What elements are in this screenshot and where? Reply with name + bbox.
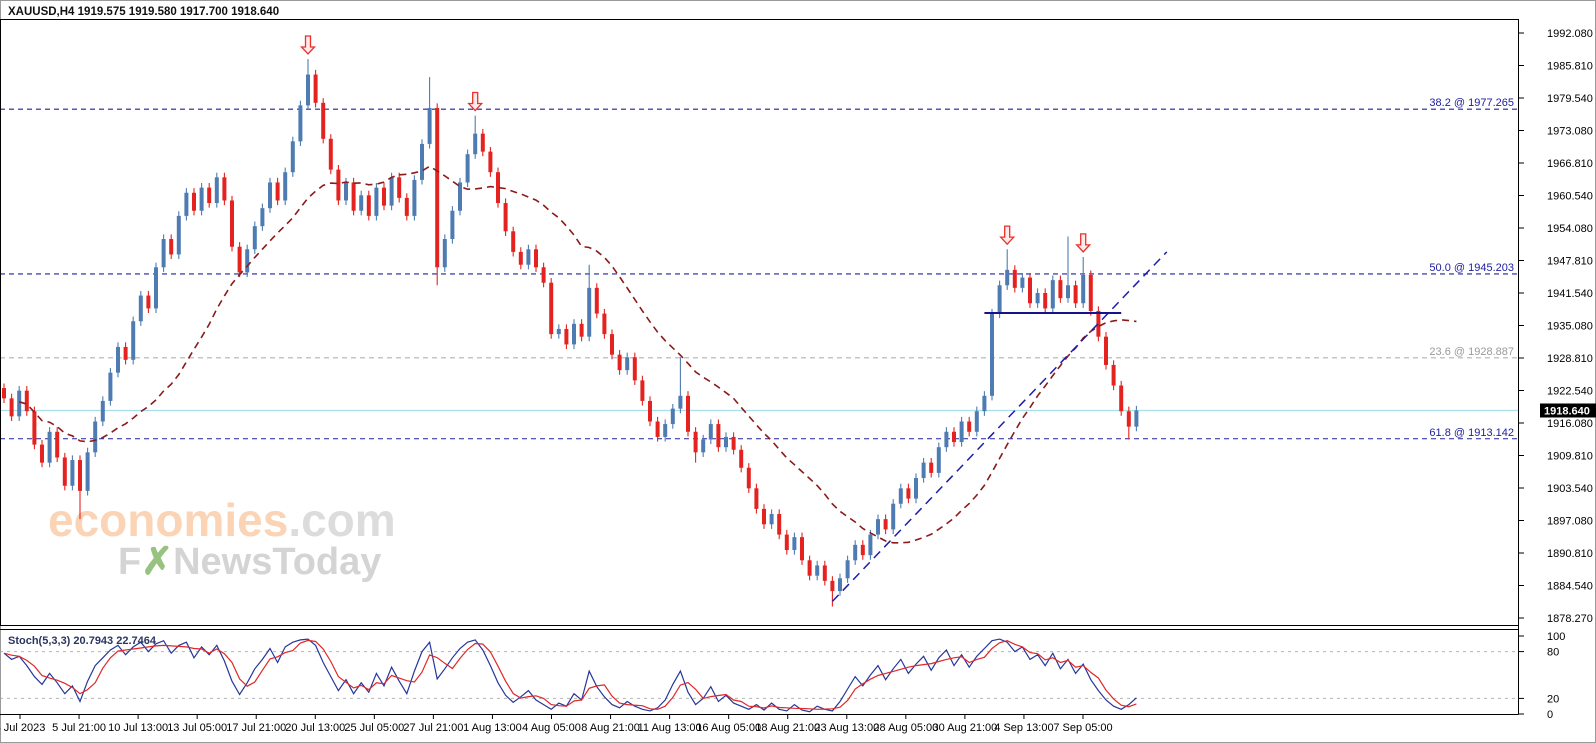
- price-axis-label: 1890.810: [1547, 548, 1593, 560]
- time-axis-label: 1 Aug 13:00: [463, 722, 522, 734]
- time-axis-label: 16 Aug 05:00: [696, 722, 761, 734]
- price-axis-label: 1966.810: [1547, 158, 1593, 170]
- time-axis-label: 4 Aug 05:00: [522, 722, 581, 734]
- watermark-tagline: F✗NewsToday: [118, 541, 381, 583]
- indicator-axis-label: 80: [1547, 647, 1559, 659]
- price-axis-label: 1935.080: [1547, 321, 1593, 333]
- sell-arrow-icon: [999, 225, 1016, 246]
- watermark-logo: economies.com F✗NewsToday: [48, 494, 396, 583]
- sell-arrow-icon: [467, 91, 484, 112]
- time-axis-label: 30 Aug 21:00: [932, 722, 997, 734]
- time-axis-label: 3 Jul 2023: [0, 722, 45, 734]
- sell-arrow-icon: [300, 35, 316, 55]
- price-axis-label: 1909.810: [1547, 451, 1593, 463]
- watermark-tagline-rest: NewsToday: [173, 541, 381, 583]
- ma-path: [18, 165, 1137, 544]
- indicator-axis-label: 100: [1547, 631, 1565, 643]
- price-badge-background: [1540, 403, 1596, 418]
- chart-title: XAUUSD,H4 1919.575 1919.580 1917.700 191…: [8, 6, 279, 18]
- fib-level-label: 23.6 @ 1928.887: [1429, 346, 1514, 358]
- price-axis-label: 1897.080: [1547, 516, 1593, 528]
- price-axis-label: 1979.540: [1547, 93, 1593, 105]
- watermark-tagline-xmark: ✗: [141, 541, 173, 583]
- time-axis-label: 7 Sep 05:00: [1053, 722, 1112, 734]
- candlestick-series: [2, 59, 1139, 607]
- price-axis-label: 1992.080: [1547, 28, 1593, 40]
- moving-average-line: [18, 165, 1137, 544]
- price-axis-label: 1928.810: [1547, 353, 1593, 365]
- time-axis-label: 10 Jul 13:00: [108, 722, 168, 734]
- price-axis-label: 1973.080: [1547, 126, 1593, 138]
- time-axis-label: 18 Aug 21:00: [755, 722, 820, 734]
- time-axis-label: 13 Jul 05:00: [167, 722, 227, 734]
- price-axis-label: 1954.080: [1547, 223, 1593, 235]
- price-axis-label: 1985.810: [1547, 61, 1593, 73]
- time-axis-label: 8 Aug 21:00: [581, 722, 640, 734]
- time-axis-label: 11 Aug 13:00: [638, 722, 702, 734]
- price-axis-label: 1884.540: [1547, 581, 1593, 593]
- watermark-brand-line: economies.com: [48, 494, 396, 546]
- watermark-tagline-f: F: [118, 541, 141, 583]
- watermark-brand: economies: [48, 494, 288, 546]
- price-axis-label: 1916.080: [1547, 418, 1593, 430]
- time-axis-label: 20 Jul 13:00: [285, 722, 345, 734]
- stoch-k-line: [3, 638, 1137, 713]
- time-axis-label: 23 Aug 13:00: [814, 722, 879, 734]
- price-axis[interactable]: 1992.080 1985.810 1979.540 1973.080 1966.810…: [1518, 28, 1593, 721]
- time-axis-label: 25 Jul 05:00: [344, 722, 404, 734]
- stochastic-lines: [3, 638, 1137, 713]
- price-axis-label: 1922.540: [1547, 386, 1593, 398]
- fib-level-label: 50.0 @ 1945.203: [1429, 262, 1514, 274]
- chart-annotations: [300, 35, 1168, 602]
- stochastic-indicator-label: Stoch(5,3,3) 20.7943 22.7464: [8, 635, 157, 647]
- watermark-domain-suffix: .com: [288, 494, 395, 546]
- price-axis-label: 1960.540: [1547, 191, 1593, 203]
- time-axis-label: 28 Aug 05:00: [873, 722, 938, 734]
- time-axis-label: 4 Sep 13:00: [994, 722, 1053, 734]
- current-price-badge: 1918.640: [1540, 403, 1596, 418]
- time-axis-label: 17 Jul 21:00: [226, 722, 286, 734]
- time-axis-label: 27 Jul 21:00: [403, 722, 463, 734]
- indicator-axis-label: 0: [1547, 709, 1553, 721]
- fibonacci-levels: 38.2 @ 1977.265 50.0 @ 1945.203 23.6 @ 192…: [0, 97, 1518, 440]
- indicator-axis-label: 20: [1547, 693, 1559, 705]
- indicator-level-lines: [0, 651, 1518, 699]
- fib-level-label: 38.2 @ 1977.265: [1429, 97, 1514, 109]
- price-axis-label: 1903.540: [1547, 483, 1593, 495]
- stoch-d-line: [3, 639, 1137, 710]
- price-axis-label: 1941.540: [1547, 288, 1593, 300]
- rising-trendline: [831, 251, 1168, 602]
- time-axis-label: 5 Jul 21:00: [52, 722, 106, 734]
- sell-arrow-icon: [1075, 233, 1092, 253]
- price-badge-value: 1918.640: [1544, 405, 1590, 417]
- price-axis-label: 1947.810: [1547, 256, 1593, 268]
- fib-level-label: 61.8 @ 1913.142: [1429, 427, 1514, 439]
- price-axis-label: 1878.270: [1547, 613, 1593, 625]
